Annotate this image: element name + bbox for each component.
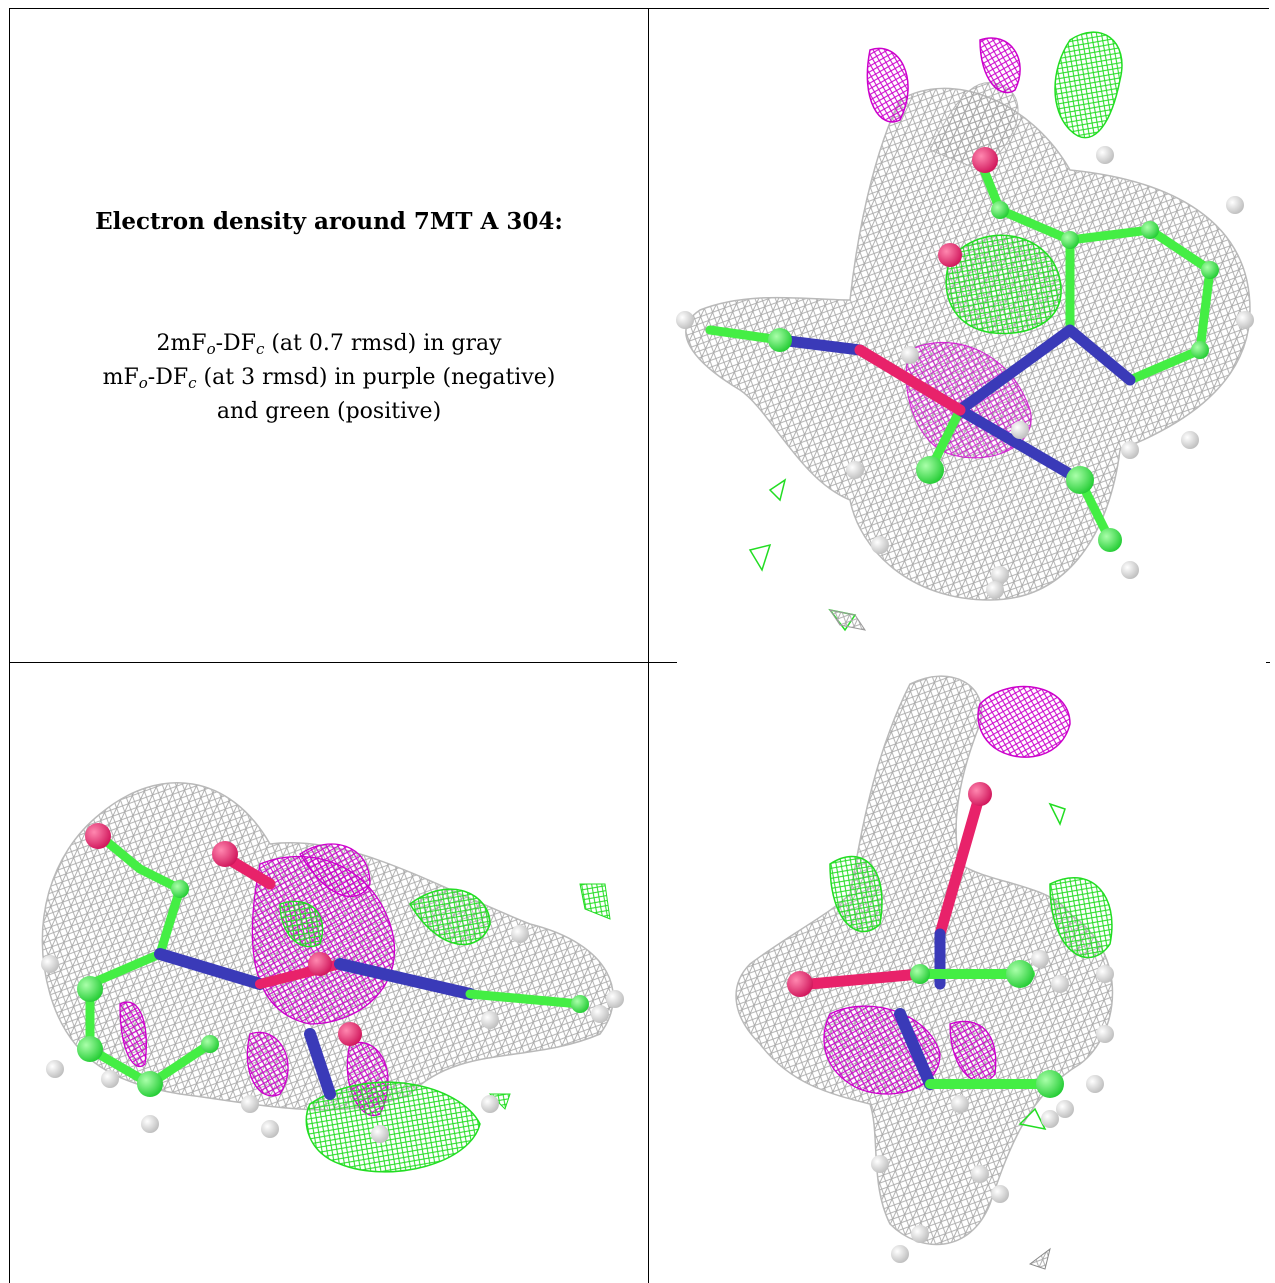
table-border-top [9, 8, 1269, 9]
caption-cell: Electron density around 7MT A 304: 2mFo-… [10, 10, 648, 660]
caption-line-1: 2mFo-DFc (at 0.7 rmsd) in gray [156, 331, 502, 358]
table-divider-horizontal-tick [1266, 662, 1270, 663]
view-bottom-left [10, 664, 647, 1283]
caption-title: Electron density around 7MT A 304: [95, 208, 563, 235]
table-divider-vertical [648, 8, 649, 1283]
caption-line-2: mFo-DFc (at 3 rmsd) in purple (negative) [102, 365, 556, 392]
table-divider-horizontal [9, 662, 677, 663]
view-top-right [650, 10, 1275, 660]
molecular-density-render-icon [735, 675, 1114, 1270]
table-border-left [9, 8, 10, 1283]
molecular-density-render-icon [676, 31, 1254, 632]
caption-line-3: and green (positive) [216, 399, 442, 424]
view-bottom-right [650, 664, 1275, 1283]
molecular-density-render-icon [41, 782, 624, 1173]
